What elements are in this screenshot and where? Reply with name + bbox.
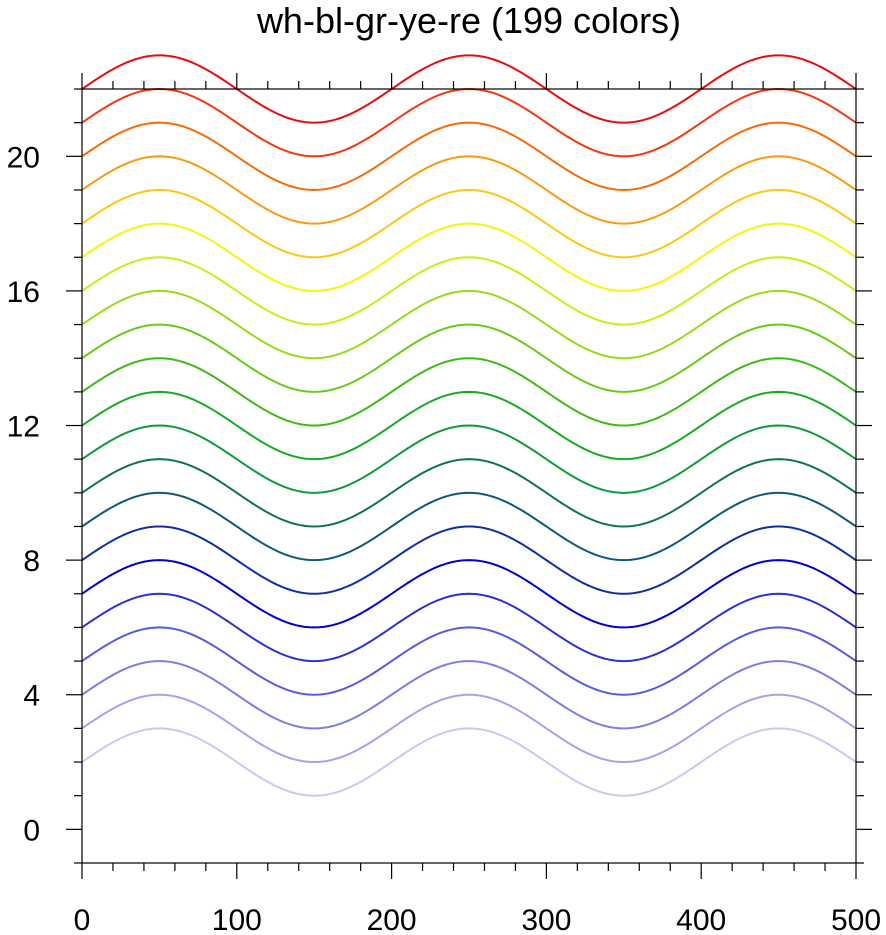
y-tick-label: 0 [23,814,40,847]
series-line-10 [81,390,857,461]
series-line-17 [81,155,857,225]
y-tick-label: 16 [7,276,40,309]
x-tick-label: 100 [212,904,262,935]
series-lines [81,54,857,797]
x-tick-label: 400 [676,904,726,935]
series-line-1 [81,693,857,764]
x-tick-label: 300 [521,904,571,935]
series-line-0 [81,727,857,797]
x-tick-label: 0 [74,904,91,935]
series-line-4 [81,592,857,663]
series-line-12 [81,323,857,393]
series-line-14 [81,256,857,326]
series-line-8 [81,458,857,528]
axes: 0 100 200 300 400 500 0 4 8 12 16 20 [7,73,881,935]
y-tick-label: 8 [23,545,40,578]
series-line-6 [81,525,857,595]
y-tick-label: 20 [7,141,40,174]
series-line-13 [81,289,857,360]
y-tick-label: 12 [7,411,40,444]
series-line-11 [81,357,857,427]
series-line-5 [81,559,857,629]
chart-title: wh-bl-gr-ye-re (199 colors) [256,0,681,41]
series-line-16 [81,188,857,259]
series-line-20 [81,54,857,124]
x-tick-label: 500 [831,904,881,935]
series-line-3 [81,626,857,696]
x-tick-label: 200 [367,904,417,935]
series-line-15 [81,222,857,292]
series-line-2 [81,660,857,730]
y-tick-label: 4 [23,680,40,713]
series-line-9 [81,424,857,494]
plot-frame [81,88,857,864]
series-line-18 [81,121,857,191]
series-line-7 [81,491,857,562]
